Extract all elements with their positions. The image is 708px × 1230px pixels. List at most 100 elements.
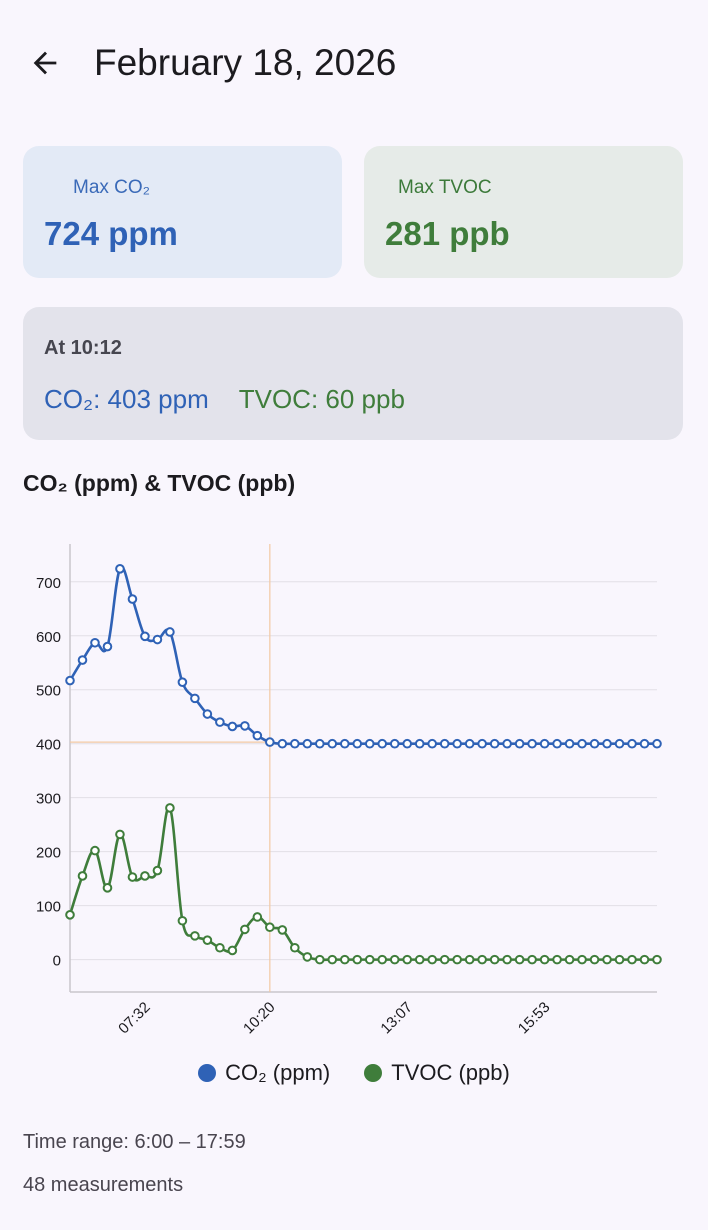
co2-data-point (477, 738, 487, 749)
co2-data-point (627, 738, 637, 749)
tvoc-data-point (302, 952, 313, 962)
legend-tvoc-dot (364, 1064, 383, 1082)
tvoc-data-point (352, 954, 363, 965)
legend-tvoc-label: TVOC (ppb) (391, 1060, 510, 1085)
tvoc-data-point (277, 925, 288, 935)
co2-data-point (564, 738, 575, 749)
co2-data-point (177, 677, 188, 687)
tvoc-data-point (240, 924, 250, 935)
tvoc-data-point (539, 954, 550, 965)
co2-data-point (65, 675, 75, 686)
tvoc-data-point (227, 945, 238, 956)
co2-data-point (427, 738, 437, 749)
tvoc-series-line (68, 805, 657, 962)
co2-data-point (77, 655, 88, 665)
tvoc-data-point (464, 954, 475, 965)
co2-data-point (302, 738, 313, 749)
tvoc-data-point (290, 942, 300, 953)
co2-data-point (552, 738, 562, 749)
tvoc-data-point (402, 954, 413, 965)
selected-point-card: At 10:12 CO₂: 403 ppm TVOC: 60 ppb (23, 307, 683, 440)
tvoc-data-point (389, 954, 400, 965)
tvoc-data-point (614, 954, 625, 965)
co2-data-point (127, 594, 138, 604)
tvoc-data-point (314, 954, 325, 965)
co2-data-point (190, 693, 200, 704)
co2-data-point (614, 738, 625, 749)
y-tick-label: 600 (36, 629, 61, 646)
back-button[interactable] (20, 38, 70, 88)
co2-data-point (502, 738, 512, 749)
page-title: February 18, 2026 (94, 42, 397, 83)
tvoc-data-point (127, 872, 138, 882)
co2-data-point (389, 738, 400, 749)
tvoc-data-point (102, 883, 113, 893)
selected-values: CO₂: 403 ppm TVOC: 60 ppb (44, 383, 405, 415)
max-co2-value: 724 ppm (44, 215, 178, 252)
co2-data-point (514, 738, 525, 749)
tvoc-data-point (152, 865, 163, 876)
tvoc-data-point (514, 954, 525, 965)
co2-data-point (227, 721, 238, 732)
max-co2-card: Max CO₂ 724 ppm (23, 146, 342, 278)
tvoc-data-point (502, 954, 512, 965)
co2-data-point (277, 738, 288, 749)
tvoc-data-point (140, 871, 150, 881)
tvoc-data-point (364, 954, 375, 965)
tvoc-data-point (527, 954, 537, 965)
tvoc-data-point (602, 954, 612, 965)
tvoc-data-point (414, 954, 425, 965)
co2-data-point (240, 721, 250, 731)
tvoc-data-point (177, 915, 188, 926)
tvoc-data-point (589, 954, 600, 965)
y-tick-label: 400 (36, 737, 61, 754)
co2-data-point (464, 738, 475, 749)
legend-item-co2[interactable]: CO₂ (ppm) (198, 1060, 330, 1086)
co2-data-point (215, 717, 225, 727)
tvoc-data-point (552, 954, 562, 965)
max-co2-label: Max CO₂ (73, 177, 151, 198)
arrow-left-icon (33, 51, 57, 75)
co2-data-point (377, 738, 388, 749)
tvoc-data-point (202, 935, 213, 945)
chart-legend: CO₂ (ppm) TVOC (ppb) (0, 1060, 708, 1086)
co2-data-point (539, 738, 550, 749)
tvoc-data-point (639, 954, 650, 965)
tvoc-data-point (452, 954, 462, 965)
co2-data-point (589, 738, 600, 749)
co2-data-point (639, 738, 650, 749)
tvoc-data-point (115, 829, 125, 840)
max-tvoc-label: Max TVOC (398, 177, 492, 198)
co2-data-point (602, 738, 612, 749)
tvoc-data-point (427, 954, 437, 965)
line-chart[interactable]: 0 100 200 300 400 500 600 700 07:32 10:20 13:07 15:… (0, 530, 708, 1050)
legend-item-tvoc[interactable]: TVOC (ppb) (364, 1060, 510, 1086)
max-tvoc-card: Max TVOC 281 ppb (364, 146, 683, 278)
y-tick-label: 500 (36, 683, 61, 700)
co2-data-point (252, 730, 263, 741)
co2-data-point (314, 738, 325, 749)
legend-co2-label: CO₂ (ppm) (225, 1060, 331, 1085)
tvoc-data-point (627, 954, 637, 965)
co2-data-point (402, 738, 413, 749)
tvoc-data-point (165, 803, 175, 813)
chart-title: CO₂ (ppm) & TVOC (ppb) (23, 470, 296, 496)
co2-data-point (165, 627, 175, 637)
selected-time: At 10:12 (44, 337, 122, 359)
tvoc-data-point (327, 954, 338, 965)
tvoc-data-point (265, 922, 275, 933)
co2-data-point (352, 738, 363, 749)
tvoc-data-point (77, 871, 88, 881)
x-tick-label: 07:32 (115, 999, 154, 1038)
measurement-count-text: 48 measurements (23, 1174, 184, 1196)
co2-data-point (102, 641, 113, 652)
co2-series-line (68, 565, 657, 746)
tvoc-data-point (439, 954, 450, 965)
co2-data-point (452, 738, 462, 749)
y-tick-label: 300 (36, 791, 61, 808)
tvoc-data-point (252, 912, 263, 922)
tvoc-data-point (377, 954, 388, 965)
x-tick-label: 13:07 (377, 999, 416, 1038)
tvoc-data-point (652, 954, 662, 965)
co2-data-point (364, 738, 375, 749)
